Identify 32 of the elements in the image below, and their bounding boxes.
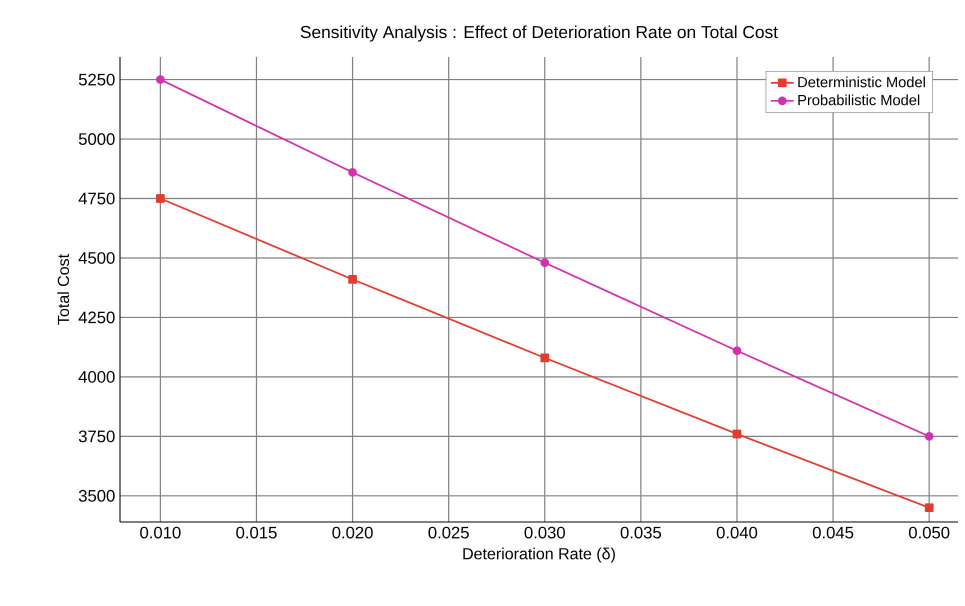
point <box>924 432 934 441</box>
x-axis-title: Deterioration Rate (δ) <box>463 548 615 563</box>
y-axis-title: Total Cost <box>57 254 70 325</box>
y-tick-label: 4250 <box>78 312 115 324</box>
point <box>732 430 742 438</box>
x-tick-label: 0.020 <box>332 526 373 538</box>
x-tick-label: 0.035 <box>620 526 662 538</box>
point <box>732 346 742 356</box>
point <box>348 168 357 177</box>
legend-label: Probabilistic Model <box>798 94 920 106</box>
chart-title: Sensitivity Analysis : Effect of Deterioration Rate on Total Cost <box>300 25 778 42</box>
y-tick-label: 3500 <box>78 490 115 502</box>
y-tick-label: 5000 <box>78 133 115 145</box>
x-tick-label: 0.045 <box>812 526 854 538</box>
legend-label: Deterministic Model <box>798 76 925 88</box>
point <box>156 75 165 84</box>
point <box>540 258 550 268</box>
y-tick-label: 4000 <box>78 371 115 383</box>
point <box>540 354 550 362</box>
x-tick-label: 0.040 <box>716 526 758 538</box>
x-tick-label: 0.030 <box>524 526 565 538</box>
point <box>156 194 165 203</box>
point <box>348 275 357 284</box>
y-tick-label: 5250 <box>78 74 115 86</box>
x-tick-label: 0.015 <box>236 526 277 538</box>
y-tick-label: 3750 <box>78 430 115 442</box>
y-tick-label: 4500 <box>78 252 115 264</box>
x-tick-label: 0.010 <box>140 526 181 538</box>
x-tick-label: 0.050 <box>908 526 950 538</box>
y-tick-label: 4750 <box>78 192 115 204</box>
point <box>924 503 934 512</box>
x-tick-label: 0.025 <box>428 526 469 538</box>
